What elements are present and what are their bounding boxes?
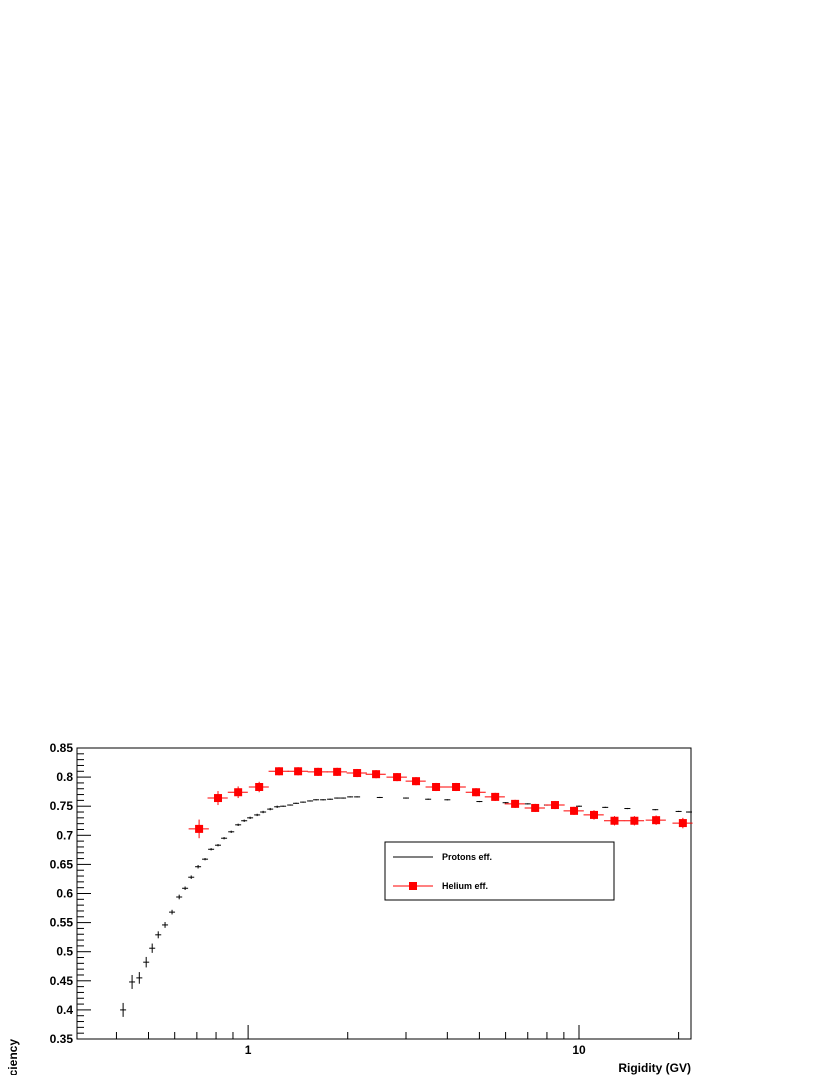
legend-label: Helium eff. <box>442 881 488 891</box>
marker <box>472 788 481 797</box>
marker <box>452 782 461 791</box>
y-tick-label: 0.4 <box>56 1003 73 1017</box>
y-tick-label: 0.65 <box>50 857 74 871</box>
marker <box>353 769 362 778</box>
marker <box>550 801 559 810</box>
marker <box>511 799 520 808</box>
marker <box>678 819 687 828</box>
marker <box>570 806 579 815</box>
marker <box>214 794 223 803</box>
x-tick-label: 1 <box>245 1043 252 1057</box>
marker <box>195 824 204 833</box>
marker <box>590 810 599 819</box>
marker <box>314 767 323 776</box>
y-tick-label: 0.35 <box>50 1032 74 1046</box>
legend <box>384 841 615 901</box>
marker <box>630 816 639 825</box>
x-tick-label: 10 <box>572 1043 586 1057</box>
legend-label: Protons eff. <box>442 852 492 862</box>
marker <box>333 767 342 776</box>
marker <box>372 770 381 779</box>
marker <box>393 773 402 782</box>
y-axis-label: Total efficiency <box>6 1039 20 1075</box>
marker <box>610 816 619 825</box>
marker <box>531 803 540 812</box>
y-tick-label: 0.8 <box>56 770 73 784</box>
y-tick-label: 0.55 <box>50 916 74 930</box>
y-tick-label: 0.45 <box>50 974 74 988</box>
y-tick-label: 0.85 <box>50 741 74 755</box>
y-tick-label: 0.5 <box>56 945 73 959</box>
marker <box>412 777 421 786</box>
marker <box>294 767 303 776</box>
x-axis-label: Rigidity (GV) <box>618 1061 691 1075</box>
y-tick-label: 0.6 <box>56 887 73 901</box>
marker <box>491 792 500 801</box>
y-tick-label: 0.75 <box>50 799 74 813</box>
marker <box>234 788 243 797</box>
marker <box>652 816 661 825</box>
y-tick-label: 0.7 <box>56 828 73 842</box>
marker <box>275 767 284 776</box>
marker <box>255 782 264 791</box>
marker <box>432 782 441 791</box>
legend-marker <box>409 882 417 890</box>
